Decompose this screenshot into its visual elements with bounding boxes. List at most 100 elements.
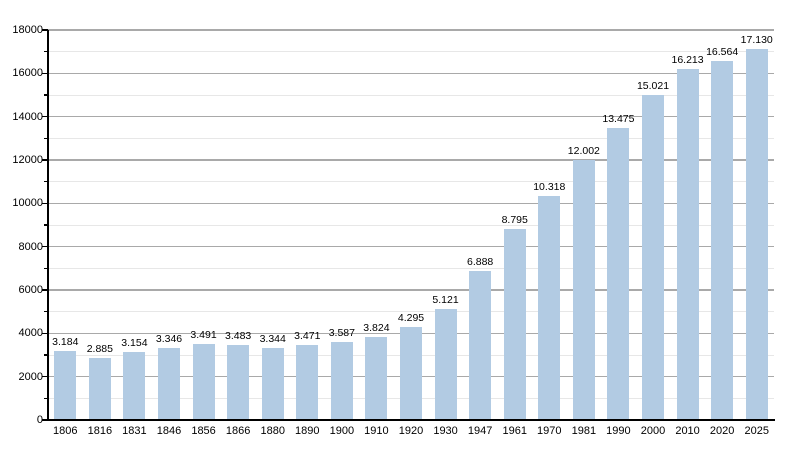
y-tick-label: 8000 — [18, 240, 43, 253]
bar — [745, 48, 768, 420]
bar — [572, 159, 595, 420]
bar — [227, 344, 250, 420]
y-tick-label: 12000 — [12, 154, 43, 166]
major-gridline — [48, 159, 774, 161]
x-tick-label: 1990 — [606, 425, 631, 437]
y-tick-label: 4000 — [18, 327, 43, 340]
y-axis-tick — [42, 289, 48, 291]
minor-gridline — [48, 181, 774, 183]
x-tick-label: 1910 — [364, 425, 389, 437]
y-axis-tick — [42, 202, 48, 205]
x-tick-label: 1880 — [260, 425, 285, 437]
bar-value-label: 8.795 — [501, 214, 528, 227]
y-axis-tick — [44, 354, 48, 356]
y-axis-tick — [44, 224, 48, 226]
y-axis-tick — [42, 115, 48, 118]
bar-value-label: 16.213 — [671, 53, 704, 66]
major-gridline — [48, 245, 774, 248]
bar — [330, 342, 353, 420]
y-axis-tick — [44, 180, 48, 183]
y-axis-tick — [44, 397, 48, 400]
x-tick-label: 1981 — [571, 425, 597, 437]
x-axis-labels: 1806 1816 1831 1846 1856 1866 1880 1890 1900 1910… — [48, 424, 774, 440]
x-tick-label: 1890 — [295, 425, 320, 437]
minor-gridline — [48, 51, 774, 53]
bar — [261, 347, 284, 420]
bar — [642, 94, 664, 420]
major-gridline — [48, 29, 774, 31]
bar-value-label: 3.344 — [259, 332, 286, 345]
bar — [469, 270, 492, 420]
major-gridline — [48, 289, 774, 291]
x-tick-label: 1846 — [156, 425, 182, 437]
bar — [158, 347, 180, 420]
bar — [88, 357, 111, 420]
bar-value-label: 10.318 — [533, 181, 566, 194]
bar — [538, 196, 561, 420]
bar — [365, 337, 388, 420]
bar-value-label: 15.021 — [636, 79, 670, 92]
y-axis-tick — [44, 267, 48, 270]
x-tick-label: 1947 — [467, 425, 493, 437]
plot-area: 3.184 2.885 3.154 3.346 3.491 3.483 3.344 3.471… — [48, 29, 774, 420]
bar-value-label: 17.130 — [740, 33, 773, 46]
bar — [296, 344, 319, 420]
bar-value-label: 6.888 — [467, 255, 494, 268]
minor-gridline — [48, 224, 774, 226]
bar-value-label: 16.564 — [706, 46, 739, 59]
x-tick-label: 2010 — [675, 425, 700, 437]
x-tick-label: 1831 — [122, 425, 147, 437]
minor-gridline — [48, 137, 774, 139]
x-tick-label: 1866 — [225, 425, 251, 437]
y-axis-tick — [42, 332, 48, 335]
x-tick-label: 1856 — [191, 425, 216, 437]
minor-gridline — [48, 94, 774, 96]
y-axis-tick — [42, 159, 48, 161]
bar-value-label: 3.154 — [121, 336, 148, 349]
x-tick-label: 1930 — [433, 425, 458, 437]
bar — [503, 229, 526, 420]
y-tick-label: 6000 — [18, 284, 43, 296]
bar — [54, 351, 77, 420]
x-axis-line — [47, 419, 775, 421]
y-tick-label: 10000 — [12, 197, 43, 210]
y-axis-tick — [42, 419, 48, 421]
y-axis-tick — [42, 29, 48, 31]
y-axis-tick — [44, 137, 48, 140]
x-tick-label: 2020 — [709, 425, 735, 437]
y-axis-line — [47, 30, 49, 421]
bar-value-label: 3.491 — [190, 329, 217, 342]
x-tick-label: 1961 — [502, 425, 527, 437]
bar-value-label: 3.824 — [363, 322, 390, 335]
y-tick-label: 16000 — [12, 67, 43, 80]
bar — [400, 326, 422, 420]
bar-value-label: 3.483 — [225, 329, 252, 342]
y-tick-label: 14000 — [12, 110, 43, 123]
y-tick-label: 2000 — [18, 370, 43, 383]
x-tick-label: 1920 — [398, 425, 424, 437]
y-axis-tick — [44, 50, 48, 53]
y-axis-tick — [42, 375, 48, 378]
major-gridline — [48, 202, 774, 205]
y-tick-label: 18000 — [12, 24, 43, 36]
y-axis-labels: 0 2000 4000 6000 8000 10000 12000 14000 16000 180… — [0, 0, 43, 450]
x-tick-label: 1816 — [87, 425, 113, 437]
bar — [676, 68, 699, 420]
bar-value-label: 3.346 — [155, 332, 183, 345]
bar-value-label: 3.471 — [294, 329, 321, 342]
bar — [123, 351, 146, 420]
major-gridline — [48, 115, 774, 118]
x-tick-label: 1900 — [329, 425, 355, 437]
minor-gridline — [48, 311, 774, 313]
bar-value-label: 12.002 — [567, 144, 600, 157]
y-axis-tick — [42, 72, 48, 75]
x-tick-label: 1970 — [537, 425, 562, 437]
x-tick-label: 2000 — [640, 425, 666, 437]
y-axis-tick — [44, 94, 48, 96]
bar-value-label: 4.295 — [397, 311, 425, 324]
bar — [434, 309, 457, 420]
x-tick-label: 1806 — [53, 425, 78, 437]
bar-value-label: 13.475 — [602, 113, 635, 126]
bar-value-label: 3.184 — [52, 336, 79, 349]
y-axis-tick — [42, 245, 48, 248]
